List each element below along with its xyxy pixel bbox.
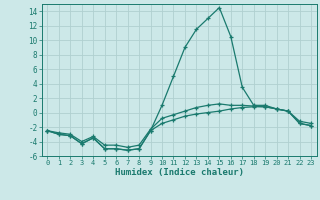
X-axis label: Humidex (Indice chaleur): Humidex (Indice chaleur): [115, 168, 244, 177]
